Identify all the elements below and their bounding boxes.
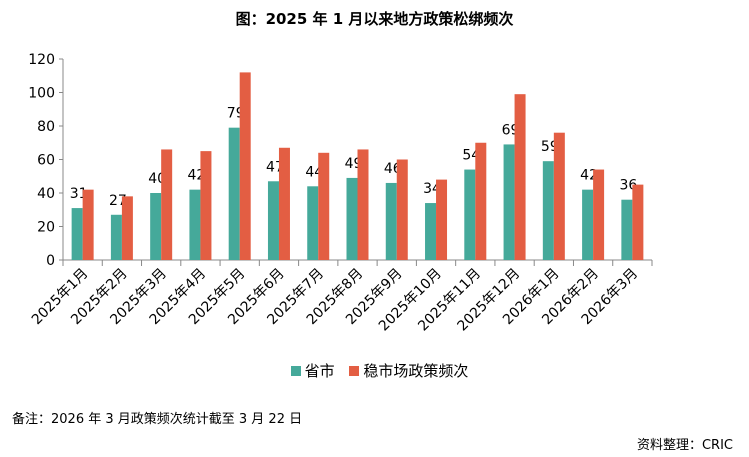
bar-provincial bbox=[267, 181, 279, 260]
bar-policy bbox=[593, 169, 605, 260]
bar-policy bbox=[475, 142, 487, 260]
bar-policy bbox=[278, 147, 290, 260]
bar-policy bbox=[396, 159, 408, 260]
bar-policy bbox=[514, 94, 526, 260]
y-tick-label: 20 bbox=[37, 220, 55, 236]
bar-policy bbox=[318, 152, 330, 260]
bar-policy bbox=[239, 72, 251, 261]
bar-policy bbox=[161, 149, 173, 260]
bar-provincial bbox=[542, 161, 554, 260]
bar-provincial bbox=[385, 182, 397, 260]
bar-provincial bbox=[582, 189, 594, 260]
bar-provincial bbox=[425, 203, 437, 260]
y-tick-label: 100 bbox=[28, 86, 55, 102]
y-tick-label: 80 bbox=[37, 119, 55, 135]
bar-policy bbox=[200, 151, 212, 260]
bar-policy bbox=[632, 184, 644, 260]
bar-policy bbox=[82, 189, 94, 260]
bar-provincial bbox=[189, 189, 201, 260]
bar-policy bbox=[436, 179, 448, 260]
bar-provincial bbox=[464, 169, 476, 260]
bar-provincial bbox=[228, 127, 240, 260]
legend: 省市 稳市场政策频次 bbox=[0, 360, 749, 381]
legend-swatch-policy bbox=[349, 366, 360, 376]
bar-provincial bbox=[346, 177, 358, 260]
y-tick-label: 40 bbox=[37, 186, 55, 202]
bar-provincial bbox=[71, 208, 83, 260]
legend-label-policy: 稳市场政策频次 bbox=[363, 362, 469, 380]
chart-title: 图：2025 年 1 月以来地方政策松绑频次 bbox=[235, 10, 514, 28]
y-tick-label: 120 bbox=[28, 52, 55, 68]
bar-provincial bbox=[503, 144, 515, 260]
y-tick-label: 60 bbox=[37, 153, 55, 169]
bar-policy bbox=[121, 196, 133, 260]
legend-label-provincial: 省市 bbox=[304, 362, 335, 380]
legend-swatch-provincial bbox=[290, 366, 301, 376]
bar-policy bbox=[357, 149, 369, 260]
bar-provincial bbox=[307, 186, 319, 260]
footnote: 备注：2026 年 3 月政策频次统计截至 3 月 22 日 bbox=[12, 412, 303, 427]
y-tick-label: 0 bbox=[46, 253, 55, 269]
bar-policy bbox=[553, 132, 565, 260]
source-note: 资料整理：CRIC bbox=[636, 438, 733, 453]
bar-provincial bbox=[150, 193, 162, 260]
bar-provincial bbox=[110, 214, 122, 260]
bar-provincial bbox=[621, 199, 633, 260]
